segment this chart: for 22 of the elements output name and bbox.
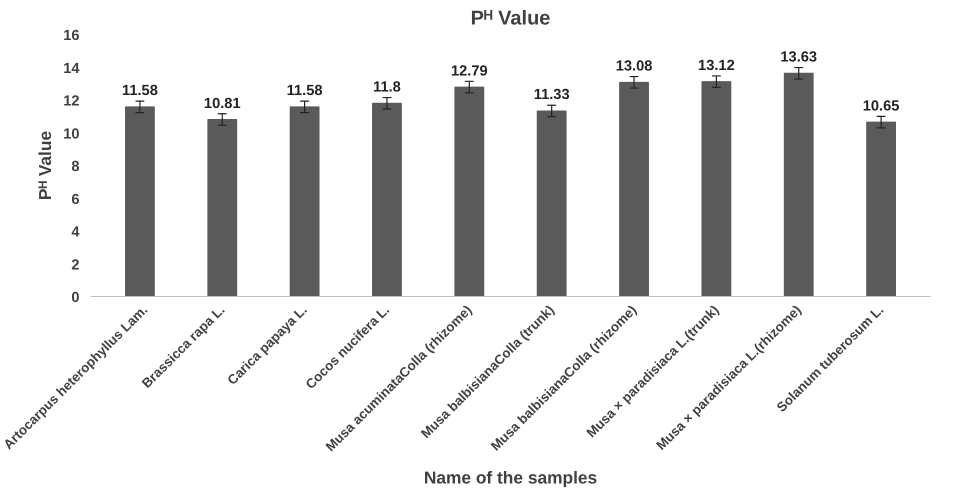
y-tick-label: 8 xyxy=(71,159,80,175)
data-label: 13.08 xyxy=(616,58,652,75)
data-label: 11.58 xyxy=(122,83,158,100)
y-tick-label: 6 xyxy=(71,192,80,208)
data-label: 13.63 xyxy=(780,50,818,66)
y-tick-label: 12 xyxy=(63,94,80,110)
data-label: 10.65 xyxy=(862,98,900,114)
y-tick-label: 16 xyxy=(63,28,80,44)
y-tick-label: 14 xyxy=(63,60,80,77)
data-label: 11.58 xyxy=(286,83,323,100)
y-tick-label: 10 xyxy=(63,126,80,142)
chart-title: Pᴴ Value xyxy=(470,8,550,30)
y-tick-label: 0 xyxy=(71,290,80,306)
data-label: 11.8 xyxy=(373,80,401,96)
data-label: 10.81 xyxy=(204,96,241,112)
y-tick-label: 2 xyxy=(71,257,80,274)
y-axis-title: Pᴴ Value xyxy=(35,130,56,200)
y-tick-label: 4 xyxy=(71,224,80,240)
data-label: 12.79 xyxy=(450,63,488,80)
data-label: 13.12 xyxy=(698,58,735,74)
x-axis-title: Name of the samples xyxy=(424,468,598,488)
data-label: 11.33 xyxy=(534,87,570,104)
